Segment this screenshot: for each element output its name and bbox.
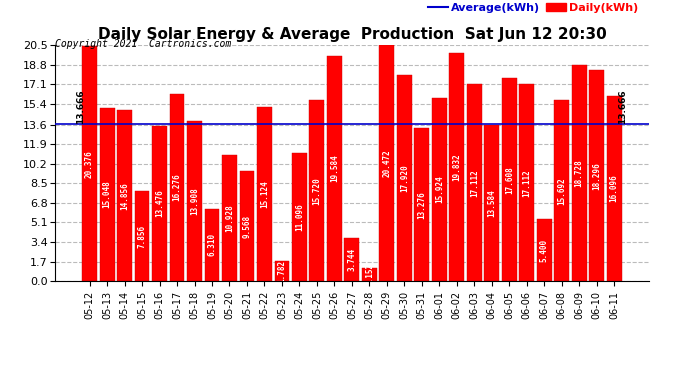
Bar bbox=[362, 268, 377, 281]
Bar bbox=[484, 125, 500, 281]
Text: 1.152: 1.152 bbox=[365, 263, 374, 286]
Bar bbox=[170, 94, 184, 281]
Bar bbox=[397, 75, 412, 281]
Text: 13.276: 13.276 bbox=[417, 191, 426, 219]
Bar bbox=[537, 219, 552, 281]
Text: 15.048: 15.048 bbox=[103, 181, 112, 209]
Bar bbox=[502, 78, 517, 281]
Text: 5.400: 5.400 bbox=[540, 238, 549, 262]
Text: 6.310: 6.310 bbox=[208, 233, 217, 256]
Text: 15.720: 15.720 bbox=[313, 177, 322, 204]
Text: 13.666: 13.666 bbox=[618, 89, 627, 124]
Bar bbox=[275, 261, 289, 281]
Legend: Average(kWh), Daily(kWh): Average(kWh), Daily(kWh) bbox=[424, 0, 643, 18]
Title: Daily Solar Energy & Average  Production  Sat Jun 12 20:30: Daily Solar Energy & Average Production … bbox=[97, 27, 607, 42]
Bar bbox=[152, 126, 167, 281]
Bar bbox=[99, 108, 115, 281]
Text: 13.476: 13.476 bbox=[155, 190, 164, 217]
Text: 13.666: 13.666 bbox=[77, 89, 86, 124]
Text: 14.856: 14.856 bbox=[120, 182, 129, 210]
Text: 18.728: 18.728 bbox=[575, 159, 584, 187]
Text: 18.296: 18.296 bbox=[592, 162, 601, 190]
Bar bbox=[520, 84, 534, 281]
Text: 16.276: 16.276 bbox=[172, 174, 181, 201]
Bar bbox=[239, 171, 255, 281]
Text: 15.924: 15.924 bbox=[435, 176, 444, 203]
Bar bbox=[327, 56, 342, 281]
Text: 1.782: 1.782 bbox=[277, 260, 286, 282]
Text: 20.376: 20.376 bbox=[85, 150, 94, 178]
Bar bbox=[292, 153, 307, 281]
Text: 20.472: 20.472 bbox=[382, 149, 391, 177]
Text: 13.584: 13.584 bbox=[487, 189, 496, 217]
Bar bbox=[204, 209, 219, 281]
Text: 10.928: 10.928 bbox=[225, 204, 234, 232]
Bar bbox=[554, 100, 569, 281]
Text: 7.856: 7.856 bbox=[137, 224, 146, 248]
Text: Copyright 2021  Cartronics.com: Copyright 2021 Cartronics.com bbox=[55, 39, 231, 50]
Text: 9.568: 9.568 bbox=[242, 214, 251, 238]
Bar bbox=[449, 53, 464, 281]
Bar bbox=[380, 45, 394, 281]
Text: 19.832: 19.832 bbox=[453, 153, 462, 181]
Bar bbox=[310, 100, 324, 281]
Text: 13.908: 13.908 bbox=[190, 187, 199, 215]
Bar bbox=[432, 98, 446, 281]
Bar bbox=[117, 110, 132, 281]
Bar bbox=[572, 65, 586, 281]
Text: 3.744: 3.744 bbox=[347, 248, 357, 271]
Bar bbox=[222, 155, 237, 281]
Text: 17.112: 17.112 bbox=[470, 169, 479, 196]
Bar bbox=[607, 96, 622, 281]
Text: 17.920: 17.920 bbox=[400, 164, 409, 192]
Bar bbox=[415, 128, 429, 281]
Bar bbox=[135, 191, 150, 281]
Bar bbox=[257, 107, 272, 281]
Text: 16.096: 16.096 bbox=[610, 175, 619, 202]
Text: 15.692: 15.692 bbox=[558, 177, 566, 205]
Text: 17.608: 17.608 bbox=[505, 166, 514, 194]
Bar bbox=[344, 238, 359, 281]
Bar bbox=[187, 121, 202, 281]
Text: 15.124: 15.124 bbox=[260, 180, 269, 208]
Bar bbox=[82, 46, 97, 281]
Text: 17.112: 17.112 bbox=[522, 169, 531, 196]
Bar bbox=[589, 70, 604, 281]
Bar bbox=[467, 84, 482, 281]
Text: 19.584: 19.584 bbox=[330, 154, 339, 182]
Text: 11.096: 11.096 bbox=[295, 204, 304, 231]
